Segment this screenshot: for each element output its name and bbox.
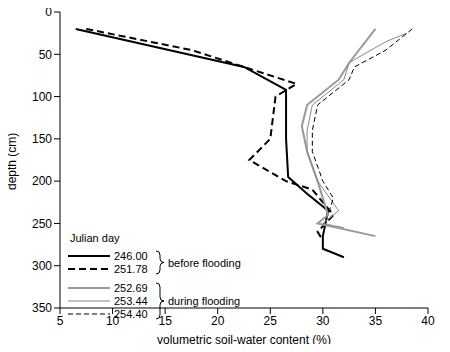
svg-text:during flooding: during flooding	[168, 295, 240, 307]
svg-text:10: 10	[105, 313, 120, 328]
svg-text:depth (cm): depth (cm)	[8, 133, 19, 190]
svg-text:volumetric soil-water content: volumetric soil-water content (%)	[157, 333, 331, 344]
svg-text:350: 350	[32, 301, 52, 315]
svg-text:252.69: 252.69	[114, 282, 148, 294]
svg-text:before flooding: before flooding	[168, 257, 241, 269]
svg-text:40: 40	[421, 314, 435, 328]
svg-text:15: 15	[158, 314, 172, 328]
svg-text:254.40: 254.40	[114, 308, 148, 320]
svg-text:25: 25	[264, 314, 278, 328]
svg-text:35: 35	[369, 314, 383, 328]
svg-text:20: 20	[211, 314, 225, 328]
svg-text:200: 200	[32, 174, 52, 188]
svg-text:150: 150	[32, 132, 52, 146]
svg-text:250: 250	[32, 217, 52, 231]
svg-text:253.44: 253.44	[114, 295, 148, 307]
svg-text:30: 30	[316, 314, 330, 328]
svg-text:300: 300	[32, 259, 52, 273]
svg-text:Julian day: Julian day	[70, 232, 120, 244]
svg-text:246.00: 246.00	[114, 250, 148, 262]
svg-text:0: 0	[45, 8, 52, 19]
svg-text:251.78: 251.78	[114, 263, 148, 275]
svg-text:5: 5	[57, 314, 64, 328]
svg-text:100: 100	[32, 90, 52, 104]
svg-text:50: 50	[39, 48, 53, 62]
